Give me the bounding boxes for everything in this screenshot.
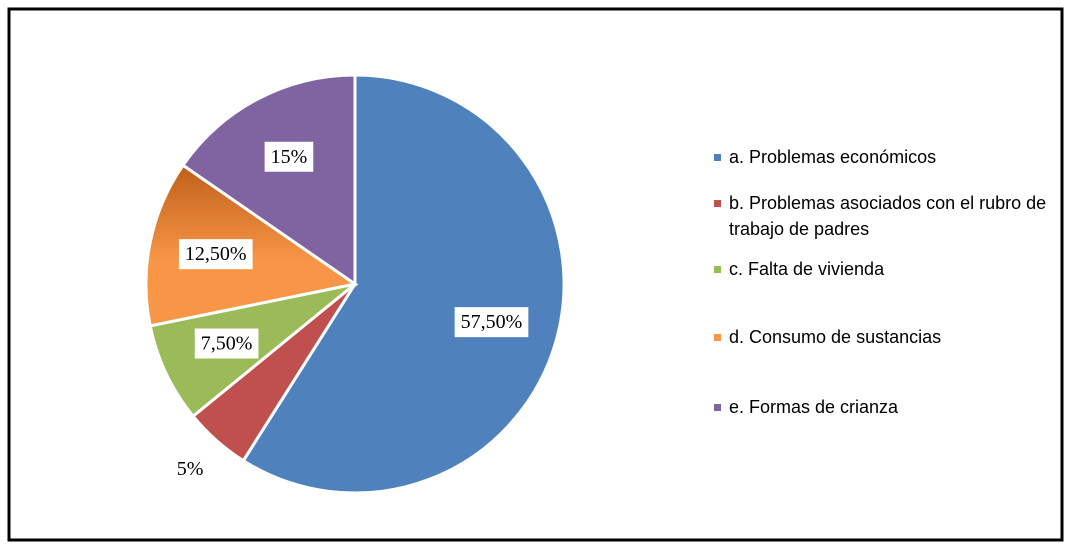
legend-swatch (714, 404, 721, 411)
legend-label: e. Formas de crianza (729, 397, 899, 417)
pie (144, 73, 566, 495)
value-label-box (194, 328, 259, 359)
value-label: 57,50% (461, 311, 523, 333)
value-label: 15% (271, 146, 308, 168)
value-label-box (454, 307, 529, 338)
value-label-box (178, 239, 253, 270)
legend-swatch (714, 154, 721, 161)
value-label-box (264, 141, 314, 172)
value-label: 12,50% (185, 243, 247, 265)
value-label: 7,50% (201, 333, 253, 355)
legend-item: b. Problemas asociados con el rubro de t… (714, 190, 1059, 242)
legend-item: c. Falta de vivienda (714, 256, 884, 282)
legend-item: e. Formas de crianza (714, 394, 898, 420)
legend-label: b. Problemas asociados con el rubro de t… (729, 193, 1047, 239)
slice (241, 73, 566, 495)
legend-swatch (714, 200, 721, 207)
slice (180, 73, 357, 287)
legend-item: d. Consumo de sustancias (714, 324, 941, 350)
frame (7, 7, 1064, 542)
value-labels: 57,50% 5% 7,50% 12,50% 15% (177, 141, 529, 480)
legend-swatch (714, 266, 721, 273)
legend-label: a. Problemas económicos (729, 147, 937, 167)
legend-item: a. Problemas económicos (714, 144, 936, 170)
legend-label: d. Consumo de sustancias (729, 327, 942, 347)
legend-swatch (714, 334, 721, 341)
value-label: 5% (177, 458, 204, 480)
legend-label: c. Falta de vivienda (729, 259, 885, 279)
